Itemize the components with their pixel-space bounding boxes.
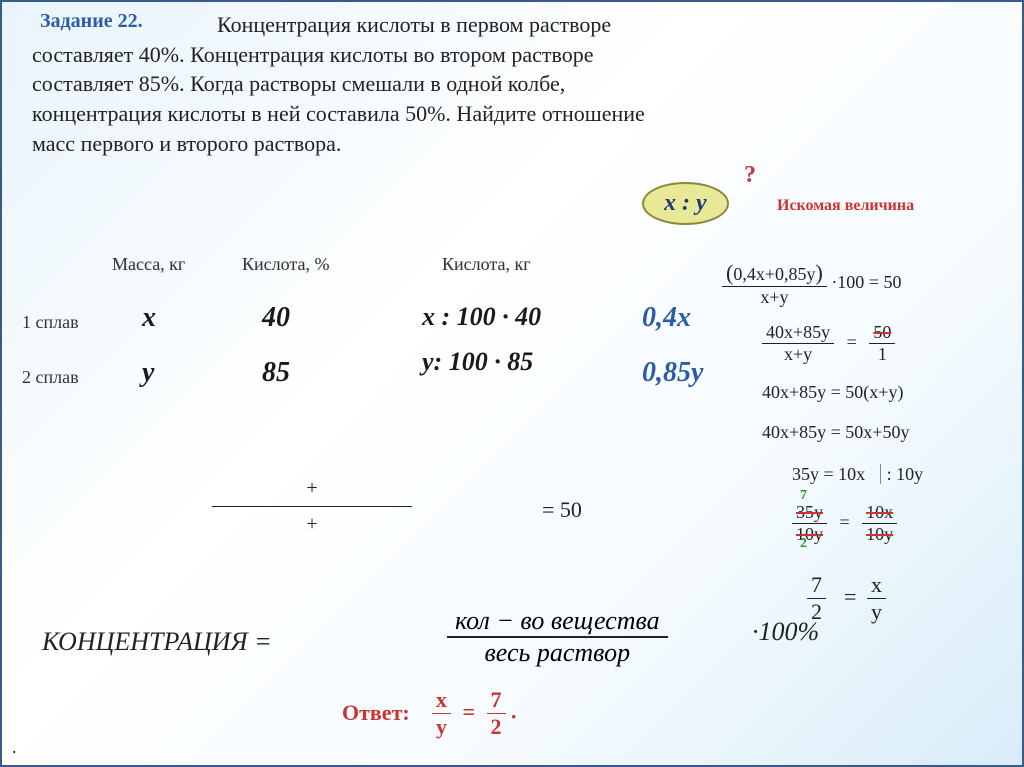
header-acid-pct: Кислота, % <box>242 254 329 275</box>
problem-text: Концентрация кислоты в первом растворе с… <box>32 10 992 158</box>
ratio-badge: x : y <box>642 182 729 225</box>
row2-pct: 85 <box>262 357 290 389</box>
header-mass: Масса, кг <box>112 254 185 275</box>
header-acid-kg: Кислота, кг <box>442 254 531 275</box>
problem-line-3: составляет 85%. Когда растворы смешали в… <box>32 69 992 99</box>
sought-label: Искомая величина <box>777 197 914 215</box>
eq50: = 50 <box>542 497 582 523</box>
formula-frac: кол − во вещества весь раствор <box>447 606 668 668</box>
row1-mass: x <box>142 302 156 334</box>
problem-line-2: составляет 40%. Концентрация кислоты во … <box>32 40 992 70</box>
row1-label: 1 сплав <box>22 312 79 333</box>
problem-line-1: Концентрация кислоты в первом растворе <box>32 10 992 40</box>
eq1: (0,4x+0,85y) x+y ·100 = 50 <box>722 260 901 308</box>
row1-result: 0,4x <box>642 302 691 334</box>
eq6: 7 35y 10y 2 = 10x 10y <box>792 502 897 545</box>
problem-line-4: концентрация кислоты в ней составила 50%… <box>32 99 992 129</box>
eq5: 35y = 10x : 10y <box>792 464 923 485</box>
question-mark: ? <box>744 162 756 189</box>
row2-label: 2 сплав <box>22 367 79 388</box>
row1-pct: 40 <box>262 302 290 334</box>
overlay-xy: x y <box>867 572 886 625</box>
row2-result: 0,85y <box>642 357 703 389</box>
big-frac: + + <box>212 477 412 536</box>
eq3: 40x+85y = 50(x+y) <box>762 382 903 403</box>
problem-line-5: масс первого и второго раствора. <box>32 129 992 159</box>
footer-dot: . <box>12 737 17 758</box>
answer-frac: x y = 7 2 . <box>432 687 517 740</box>
eq2: 40x+85y x+y = 50 1 <box>762 322 895 365</box>
row2-calc: y: 100 · 85 <box>422 347 533 377</box>
formula-pct: ·100% <box>752 617 819 647</box>
answer-label: Ответ: <box>342 700 410 726</box>
eq4: 40x+85y = 50x+50y <box>762 422 909 443</box>
formula-lhs: КОНЦЕНТРАЦИЯ = <box>42 627 272 657</box>
row2-mass: y <box>142 357 154 389</box>
overlay-eq: = <box>844 584 856 610</box>
row1-calc: x : 100 · 40 <box>422 302 541 332</box>
